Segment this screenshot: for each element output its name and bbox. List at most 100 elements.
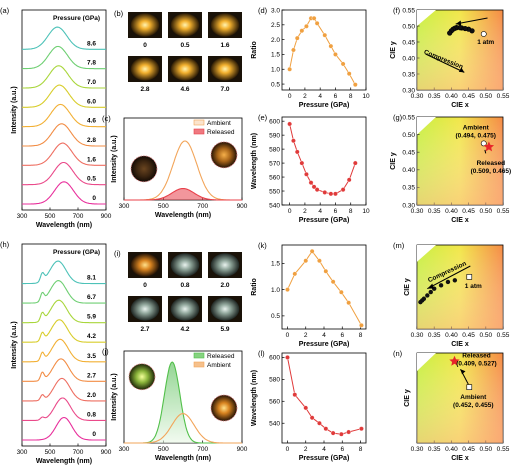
x-tick-label: 6: [340, 446, 344, 453]
ambient-photo: [210, 141, 238, 169]
ambient-point: [480, 31, 487, 37]
x-tick-label: 0.40: [445, 208, 458, 215]
plot-area: [281, 244, 367, 330]
y-tick-label: 1.0: [271, 287, 280, 294]
ambient-point: [480, 140, 487, 147]
panel-letter: (m): [393, 241, 405, 250]
released-point: [483, 141, 495, 152]
ambient-curve: [124, 413, 242, 444]
annotation: Released: [462, 352, 491, 359]
data-point: [352, 160, 358, 166]
pressure-label: 5.9: [87, 314, 96, 321]
panel-n: (n) 0.30 0.35 0.40 0.45 0.50 0.55 CIE x CIE y Rel…: [393, 349, 510, 462]
x-tick-label: 0.50: [479, 208, 492, 215]
x-tick-label: 2: [303, 208, 307, 215]
y-axis-label: Intensity (a.u.): [111, 373, 118, 420]
spectrum-curve: [22, 161, 106, 186]
spectrum-curve: [22, 338, 106, 363]
data-point: [346, 177, 352, 183]
spectrum-curve: [22, 299, 106, 324]
x-axis-label: CIE x: [451, 455, 469, 462]
x-tick-label: 0: [286, 446, 290, 453]
x-axis-label: Pressure (GPa): [299, 102, 350, 109]
y-axis-label: Ratio: [251, 278, 258, 296]
y-tick-label: 0.40: [402, 55, 415, 62]
y-tick-label: 0.40: [402, 167, 415, 174]
panel-letter: (n): [393, 349, 403, 358]
data-point: [346, 300, 352, 306]
spectrum-curve: [22, 280, 106, 304]
data-point: [322, 190, 328, 195]
emission-spot: [210, 13, 240, 37]
series-line: [287, 250, 362, 326]
y-tick-label: 540: [269, 421, 280, 428]
photo-label: 0: [143, 282, 147, 289]
x-tick-label: 0.45: [462, 93, 475, 100]
gamut-edge: [417, 245, 436, 262]
y-axis-label: CIE y: [404, 278, 411, 296]
x-tick-label: 8: [359, 446, 363, 453]
arrow-head: [460, 369, 466, 375]
cie-overlay: [417, 117, 503, 205]
annotation: Ambient: [463, 124, 490, 131]
y-axis-label: CIE y: [390, 152, 397, 170]
data-point: [359, 322, 364, 328]
spectrum-curve: [22, 397, 106, 421]
emission-spot: [170, 297, 200, 321]
panel-letter: (f): [393, 6, 401, 15]
data-point: [287, 66, 293, 72]
pressure-label: 0.8: [87, 411, 96, 418]
ambient-point: [466, 384, 473, 391]
spectrum-curve: [22, 416, 106, 441]
pressure-label: 1.6: [87, 156, 96, 163]
panel-g: (g) 0.30 0.35 0.40 0.45 0.50 0.55 0.30 0.35 0.40 0…: [390, 113, 511, 224]
x-tick-label: 700: [73, 449, 84, 456]
emission-spot: [170, 13, 200, 37]
y-tick-label: 570: [269, 160, 280, 167]
released-point: [449, 355, 460, 366]
arrow-line: [427, 265, 471, 290]
plot-area: [281, 116, 367, 206]
pressure-label: 6.0: [87, 98, 96, 105]
plot-area: [281, 9, 367, 91]
x-axis-label: Pressure (GPa): [299, 341, 350, 348]
data-point: [338, 431, 344, 437]
x-tick-label: 0: [288, 93, 292, 100]
series-line: [287, 357, 362, 435]
photo-label: 0.8: [180, 282, 189, 289]
ambient-point: [466, 274, 473, 280]
panel-k: (k) 0 2 4 6 8 0.5 1.0 1.5 Pressure (GPa) Ratio: [251, 241, 367, 348]
y-tick-label: 0.55: [402, 7, 415, 14]
spectrum-curve: [22, 65, 106, 89]
gamut-edge: [417, 10, 436, 26]
data-point: [291, 47, 296, 53]
data-point: [299, 160, 305, 166]
photo-label: 0: [143, 42, 147, 49]
x-tick-label: 0.55: [497, 208, 510, 215]
x-tick-label: 0.50: [479, 332, 492, 339]
x-tick-label: 0: [288, 208, 292, 215]
data-point: [330, 430, 336, 436]
arrow-line: [455, 17, 488, 25]
data-point: [323, 426, 329, 432]
photo-label: 0.5: [180, 42, 189, 49]
x-tick-label: 0.55: [497, 332, 510, 339]
y-tick-label: 0.5: [271, 313, 280, 320]
spectrum-curve: [22, 319, 106, 343]
data-point: [452, 278, 458, 283]
panel-letter: (k): [258, 241, 267, 250]
x-tick-label: 700: [73, 213, 84, 220]
spectrum-curve: [21, 45, 106, 70]
panel-c: (c) 300 500 700 900 Wavelength (nm) Intensity …: [102, 114, 248, 219]
series-line: [289, 123, 356, 195]
photo-label: 5.9: [220, 326, 229, 333]
x-axis-label: Wavelength (nm): [36, 458, 92, 465]
released-curve: [124, 187, 242, 201]
x-tick-label: 0.40: [445, 332, 458, 339]
annotation: 1 atm: [465, 283, 482, 290]
data-point: [311, 184, 317, 190]
data-point: [330, 279, 336, 285]
x-tick-label: 0.30: [411, 208, 424, 215]
